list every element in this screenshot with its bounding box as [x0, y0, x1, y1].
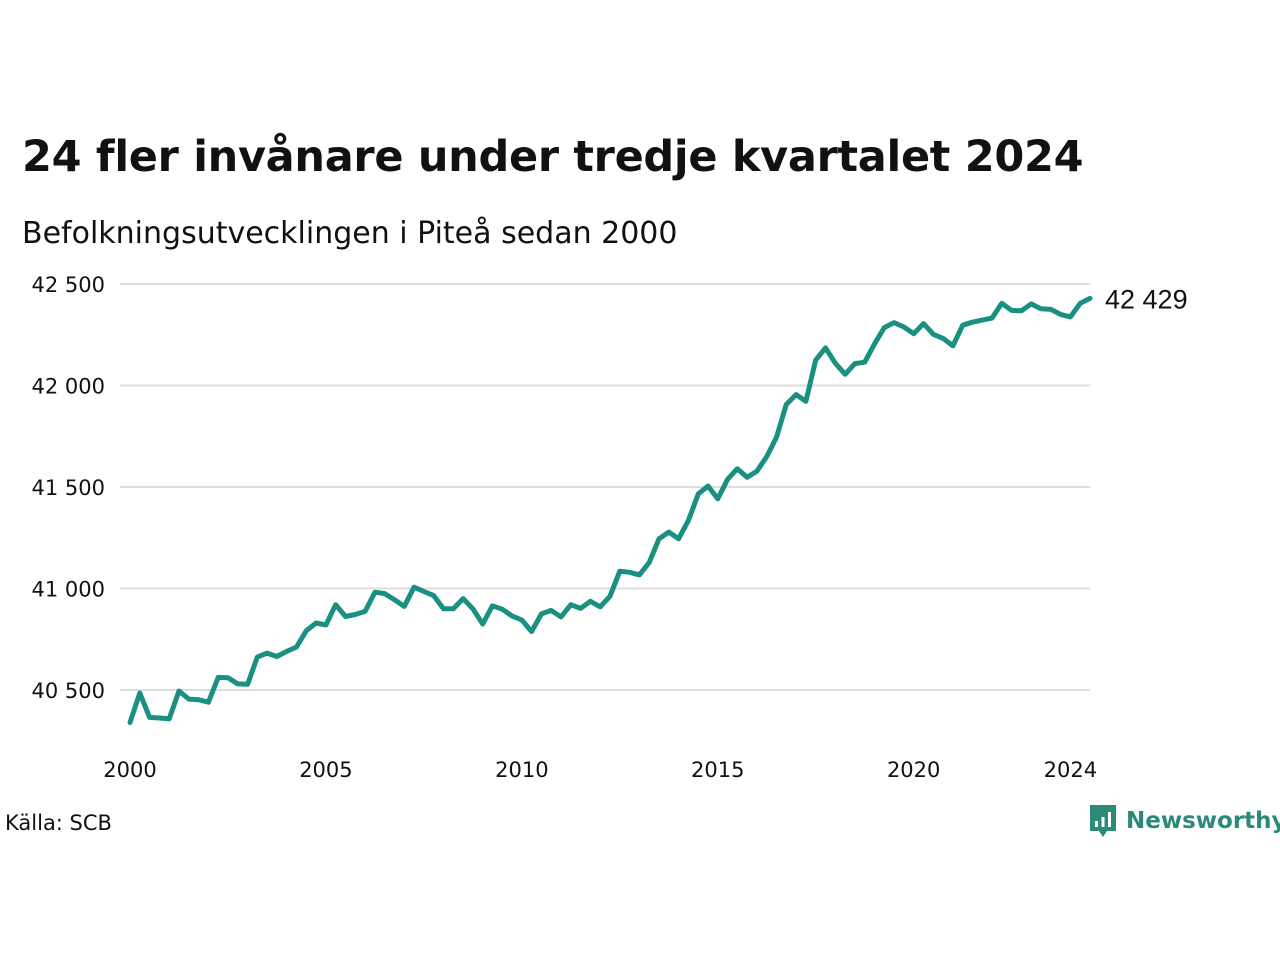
x-tick-label: 2020	[887, 758, 940, 782]
data-points	[130, 298, 1090, 722]
x-tick-label: 2015	[691, 758, 744, 782]
y-tick-label: 41 000	[32, 578, 105, 602]
y-tick-label: 42 500	[32, 273, 105, 297]
chart-title: 24 fler invånare under tredje kvartalet …	[22, 132, 1084, 182]
series-line	[127, 295, 1093, 725]
y-axis-tick-labels: 40 500 41 000 41 500 42 000 42 500	[32, 273, 105, 703]
y-tick-label: 41 500	[32, 476, 105, 500]
x-axis-tick-labels: 2000 2005 2010 2015 2020 2024	[103, 758, 1097, 782]
x-tick-label: 2010	[495, 758, 548, 782]
end-value-label: 42 429	[1105, 284, 1188, 314]
brand-name: Newsworthy	[1126, 808, 1280, 834]
gridlines	[120, 283, 1090, 691]
newsworthy-logo-icon	[1090, 805, 1116, 837]
source-note: Källa: SCB	[5, 811, 112, 835]
brand-logo: Newsworthy	[1088, 803, 1280, 839]
x-tick-label: 2005	[299, 758, 352, 782]
x-tick-label: 2024	[1044, 758, 1097, 782]
y-tick-label: 40 500	[32, 679, 105, 703]
chart-subtitle: Befolkningsutvecklingen i Piteå sedan 20…	[22, 216, 678, 251]
y-tick-label: 42 000	[32, 375, 105, 399]
x-tick-label: 2000	[103, 758, 156, 782]
